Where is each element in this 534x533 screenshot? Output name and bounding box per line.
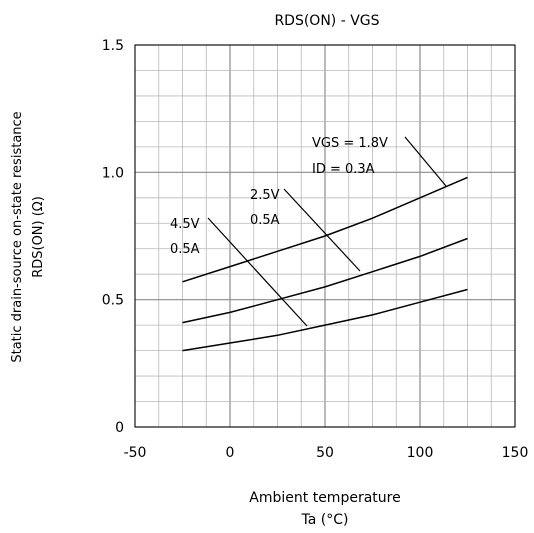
series-line-3 [182,288,468,352]
y-tick-label: 1.5 [102,38,124,54]
x-axis-ticks: -50 0 50 100 150 [124,445,529,461]
series-lines [182,176,468,352]
annotation-1: VGS = 1.8V ID = 0.3A [312,136,447,187]
annotation-3-leader [207,217,308,327]
annotation-3-line1: 4.5V [170,217,200,232]
y-tick-label: 0 [115,420,124,436]
series-line-1 [182,176,468,283]
y-tick-label: 0.5 [102,293,124,309]
annotation-3: 4.5V 0.5A [170,217,308,327]
y-axis-ticks: 0 0.5 1.0 1.5 [102,38,124,436]
annotation-1-line1: VGS = 1.8V [312,136,388,151]
x-tick-label: -50 [124,445,147,461]
x-tick-label: 0 [226,445,235,461]
x-tick-label: 150 [502,445,529,461]
plot-area-frame [134,44,516,428]
y-tick-label: 1.0 [102,165,124,181]
annotation-2-line1: 2.5V [250,188,280,203]
annotation-2-leader [283,188,361,272]
y-axis-label: Static drain-source on-state resistance [10,111,25,362]
annotation-3-line2: 0.5A [170,242,200,257]
chart-title: RDS(ON) - VGS [274,13,379,29]
annotation-1-line2: ID = 0.3A [312,162,375,177]
x-axis-label: Ambient temperature [249,490,400,506]
y-axis-unit: RDS(ON) (Ω) [31,196,46,278]
x-axis-unit: Ta (°C) [301,512,349,528]
annotation-2: 2.5V 0.5A [250,188,361,272]
annotation-2-line2: 0.5A [250,213,280,228]
x-tick-label: 100 [407,445,434,461]
annotation-1-leader [404,136,447,187]
series-line-2 [182,237,468,324]
x-tick-label: 50 [316,445,334,461]
